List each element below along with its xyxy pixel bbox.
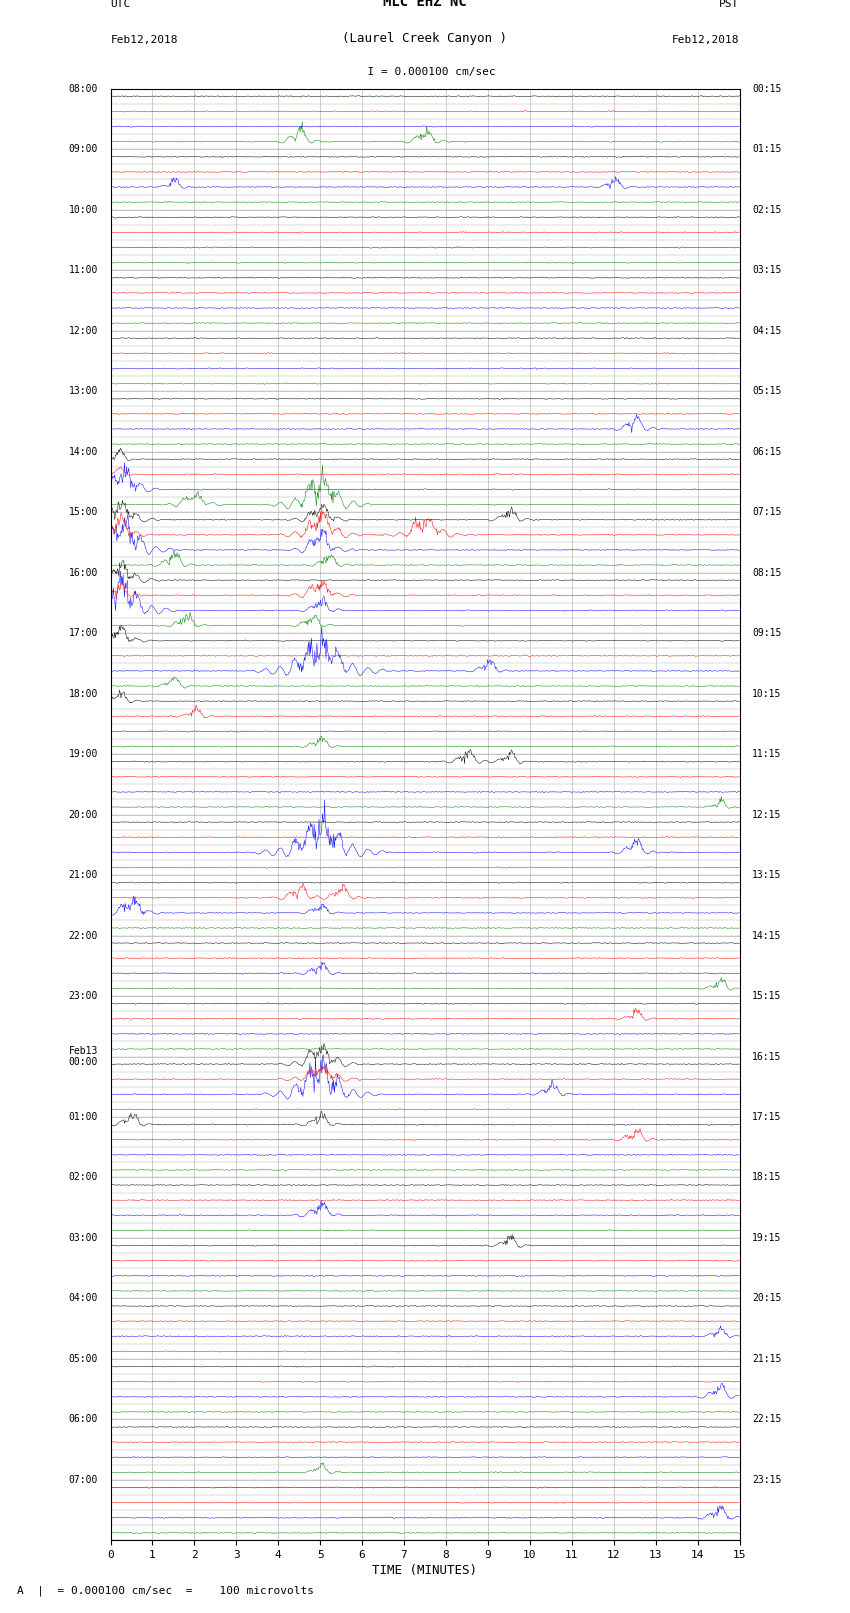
Text: (Laurel Creek Canyon ): (Laurel Creek Canyon ) xyxy=(343,32,507,45)
Text: 06:15: 06:15 xyxy=(752,447,781,456)
Text: 09:00: 09:00 xyxy=(69,144,98,155)
Text: 05:15: 05:15 xyxy=(752,386,781,397)
Text: 08:15: 08:15 xyxy=(752,568,781,577)
Text: 20:00: 20:00 xyxy=(69,810,98,819)
Text: 01:00: 01:00 xyxy=(69,1111,98,1123)
Text: 19:00: 19:00 xyxy=(69,748,98,760)
Text: Feb13
00:00: Feb13 00:00 xyxy=(69,1045,98,1068)
Text: PST: PST xyxy=(719,0,740,10)
Text: 07:15: 07:15 xyxy=(752,506,781,518)
Text: 21:15: 21:15 xyxy=(752,1353,781,1365)
Text: 13:15: 13:15 xyxy=(752,869,781,881)
Text: 01:15: 01:15 xyxy=(752,144,781,155)
Text: 11:15: 11:15 xyxy=(752,748,781,760)
Text: 12:00: 12:00 xyxy=(69,326,98,336)
Text: 15:00: 15:00 xyxy=(69,506,98,518)
Text: 19:15: 19:15 xyxy=(752,1232,781,1244)
Text: 04:15: 04:15 xyxy=(752,326,781,336)
Text: 02:15: 02:15 xyxy=(752,205,781,215)
Text: 15:15: 15:15 xyxy=(752,990,781,1002)
Text: 13:00: 13:00 xyxy=(69,386,98,397)
Text: Feb12,2018: Feb12,2018 xyxy=(672,35,740,45)
Text: 22:15: 22:15 xyxy=(752,1415,781,1424)
Text: 23:15: 23:15 xyxy=(752,1474,781,1486)
Text: 03:15: 03:15 xyxy=(752,265,781,276)
Text: 17:15: 17:15 xyxy=(752,1111,781,1123)
Text: 18:15: 18:15 xyxy=(752,1173,781,1182)
Text: 05:00: 05:00 xyxy=(69,1353,98,1365)
Text: 14:00: 14:00 xyxy=(69,447,98,456)
Text: 21:00: 21:00 xyxy=(69,869,98,881)
Text: 22:00: 22:00 xyxy=(69,931,98,940)
Text: UTC: UTC xyxy=(110,0,131,10)
Text: Feb12,2018: Feb12,2018 xyxy=(110,35,178,45)
Text: 20:15: 20:15 xyxy=(752,1294,781,1303)
Text: 14:15: 14:15 xyxy=(752,931,781,940)
Text: 06:00: 06:00 xyxy=(69,1415,98,1424)
Text: 23:00: 23:00 xyxy=(69,990,98,1002)
Text: 17:00: 17:00 xyxy=(69,627,98,639)
Text: 09:15: 09:15 xyxy=(752,627,781,639)
X-axis label: TIME (MINUTES): TIME (MINUTES) xyxy=(372,1565,478,1578)
Text: 02:00: 02:00 xyxy=(69,1173,98,1182)
Text: 11:00: 11:00 xyxy=(69,265,98,276)
Text: 10:00: 10:00 xyxy=(69,205,98,215)
Text: 16:15: 16:15 xyxy=(752,1052,781,1061)
Text: MLC EHZ NC: MLC EHZ NC xyxy=(383,0,467,10)
Text: I = 0.000100 cm/sec: I = 0.000100 cm/sec xyxy=(354,68,496,77)
Text: 18:00: 18:00 xyxy=(69,689,98,698)
Text: 10:15: 10:15 xyxy=(752,689,781,698)
Text: 03:00: 03:00 xyxy=(69,1232,98,1244)
Text: 12:15: 12:15 xyxy=(752,810,781,819)
Text: 07:00: 07:00 xyxy=(69,1474,98,1486)
Text: 08:00: 08:00 xyxy=(69,84,98,94)
Text: A  |  = 0.000100 cm/sec  =    100 microvolts: A | = 0.000100 cm/sec = 100 microvolts xyxy=(17,1586,314,1597)
Text: 04:00: 04:00 xyxy=(69,1294,98,1303)
Text: 16:00: 16:00 xyxy=(69,568,98,577)
Text: 00:15: 00:15 xyxy=(752,84,781,94)
